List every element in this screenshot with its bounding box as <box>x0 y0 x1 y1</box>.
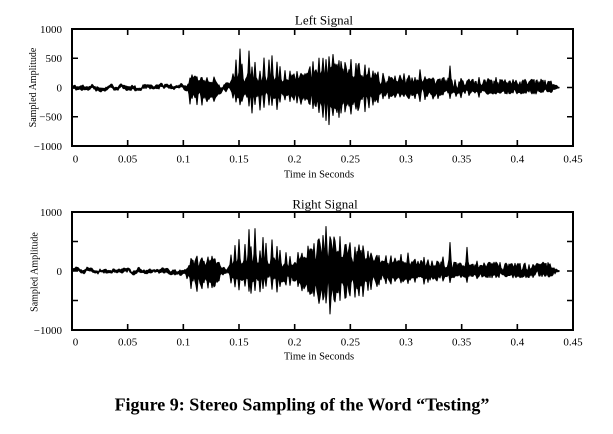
svg-text:0.45: 0.45 <box>563 337 583 349</box>
svg-text:0: 0 <box>57 82 63 94</box>
svg-text:500: 500 <box>46 53 63 65</box>
svg-text:0.35: 0.35 <box>452 154 472 166</box>
svg-text:0.3: 0.3 <box>399 337 413 349</box>
svg-text:Sampled Amplitude: Sampled Amplitude <box>30 232 41 312</box>
svg-text:0.1: 0.1 <box>176 337 190 349</box>
svg-text:0.4: 0.4 <box>510 337 524 349</box>
svg-text:−1000: −1000 <box>34 325 63 337</box>
svg-text:0.15: 0.15 <box>229 154 249 166</box>
svg-text:Right Signal: Right Signal <box>292 197 358 212</box>
svg-text:Time in Seconds: Time in Seconds <box>284 352 354 363</box>
svg-text:0.2: 0.2 <box>288 154 302 166</box>
svg-text:Left Signal: Left Signal <box>295 13 354 28</box>
svg-text:0.4: 0.4 <box>510 154 524 166</box>
svg-text:−500: −500 <box>39 112 62 124</box>
svg-text:1000: 1000 <box>40 24 63 36</box>
svg-text:−1000: −1000 <box>34 141 63 153</box>
svg-text:0.2: 0.2 <box>288 337 302 349</box>
svg-text:Time in Seconds: Time in Seconds <box>284 170 354 181</box>
svg-text:1000: 1000 <box>40 207 63 219</box>
svg-text:0.05: 0.05 <box>118 154 138 166</box>
svg-text:0: 0 <box>73 154 79 166</box>
svg-text:0: 0 <box>57 266 63 278</box>
svg-text:0.35: 0.35 <box>452 337 472 349</box>
svg-text:Sampled Amplitude: Sampled Amplitude <box>28 47 39 127</box>
svg-text:0.25: 0.25 <box>341 337 361 349</box>
svg-text:0.15: 0.15 <box>229 337 249 349</box>
svg-text:0.3: 0.3 <box>399 154 413 166</box>
svg-text:0.45: 0.45 <box>563 154 583 166</box>
svg-text:0.05: 0.05 <box>118 337 138 349</box>
svg-text:0: 0 <box>73 337 79 349</box>
svg-text:0.1: 0.1 <box>176 154 190 166</box>
svg-text:0.25: 0.25 <box>341 154 361 166</box>
svg-text:Figure 9: Stereo Sampling of t: Figure 9: Stereo Sampling of the Word “T… <box>115 395 490 415</box>
